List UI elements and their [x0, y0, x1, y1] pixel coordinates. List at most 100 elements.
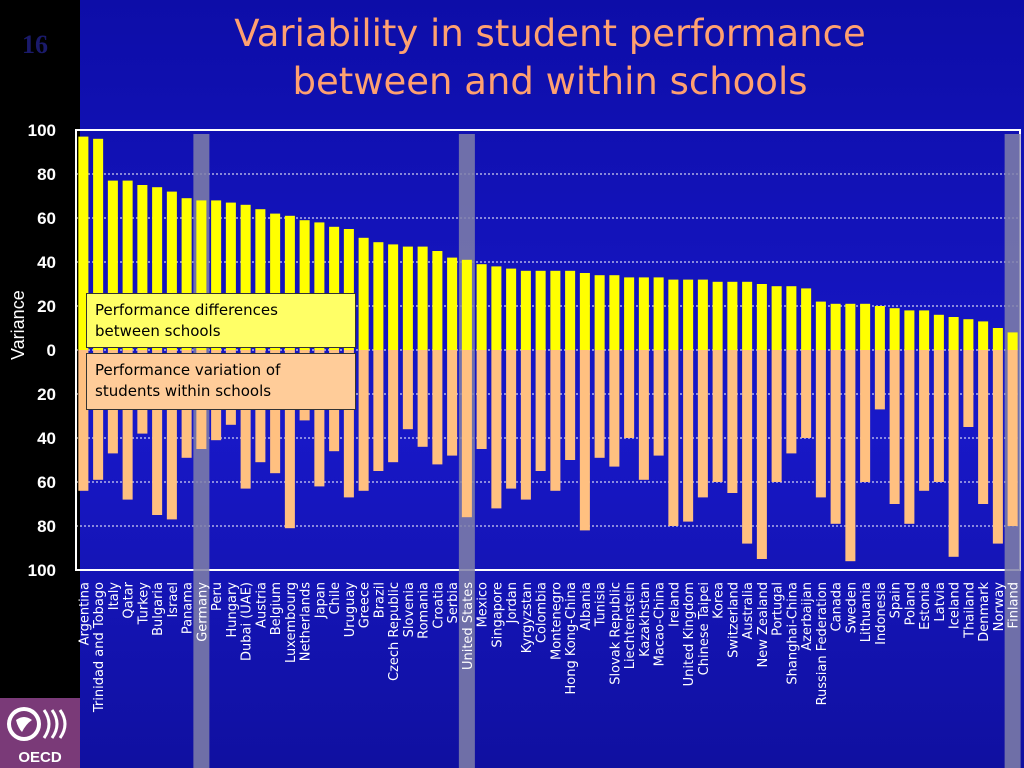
bar-within: [978, 350, 989, 504]
x-tick-label: Croatia: [431, 582, 446, 629]
x-tick-label: Albania: [579, 582, 594, 631]
bar-within: [520, 350, 531, 500]
bar-between: [992, 328, 1003, 350]
bar-within: [122, 350, 133, 500]
bar-within: [874, 350, 885, 410]
x-tick-label: Hungary: [225, 582, 240, 638]
bar-within: [653, 350, 664, 456]
x-tick-label: Qatar: [122, 581, 137, 618]
x-tick-label: Peru: [210, 582, 225, 611]
bar-between: [358, 237, 369, 350]
bar-within: [78, 350, 89, 491]
bar-within: [506, 350, 517, 489]
bar-between: [506, 268, 517, 350]
bar-within: [845, 350, 856, 562]
bar-between: [314, 222, 325, 350]
x-tick-label: Hong Kong-China: [564, 582, 579, 695]
bar-within: [948, 350, 959, 557]
bar-within: [1007, 350, 1018, 526]
bar-between: [771, 286, 782, 350]
bar-between: [830, 303, 841, 350]
bar-within: [358, 350, 369, 491]
x-tick-label: Dubai (UAE): [240, 582, 255, 661]
bar-within: [801, 350, 812, 438]
bar-within: [491, 350, 502, 509]
y-tick-label: 20: [37, 385, 56, 404]
bar-between: [756, 284, 767, 350]
bar-between: [624, 277, 635, 350]
bar-within: [727, 350, 738, 493]
x-tick-label: Montenegro: [549, 582, 564, 660]
y-tick-label: 60: [37, 209, 56, 228]
bar-between: [343, 229, 354, 350]
bar-within: [270, 350, 281, 474]
bar-within: [992, 350, 1003, 544]
bar-within: [284, 350, 295, 529]
bar-within: [535, 350, 546, 471]
x-tick-label: Shanghai-China: [785, 582, 800, 685]
x-tick-label: Macao-China: [653, 582, 668, 666]
x-tick-label: Tunisia: [594, 582, 609, 627]
x-tick-label: Slovak Republic: [608, 582, 623, 685]
x-tick-label: United Kingdom: [682, 582, 697, 686]
x-tick-label: Azerbaijan: [800, 582, 815, 651]
x-tick-label: Turkey: [136, 582, 151, 626]
bar-within: [609, 350, 620, 467]
bar-between: [904, 310, 915, 350]
bar-between: [697, 279, 708, 350]
bar-within: [683, 350, 694, 522]
x-tick-label: Slovenia: [402, 582, 417, 637]
x-tick-label: Chinese Taipei: [697, 582, 712, 675]
bar-between: [579, 273, 590, 350]
y-tick-label: 20: [37, 297, 56, 316]
bar-between: [461, 259, 472, 350]
y-tick-label: 80: [37, 517, 56, 536]
x-tick-label: Panama: [181, 582, 196, 634]
bar-between: [520, 270, 531, 350]
bar-within: [638, 350, 649, 480]
bar-within: [830, 350, 841, 524]
legend-between-schools-text: Performance differences between schools: [95, 301, 278, 340]
bar-between: [978, 321, 989, 350]
bar-between: [417, 246, 428, 350]
x-tick-label: Ireland: [667, 582, 682, 627]
bar-between: [845, 303, 856, 350]
bar-between: [594, 275, 605, 350]
bar-between: [550, 270, 561, 350]
bar-between: [196, 200, 207, 350]
bar-within: [550, 350, 561, 491]
x-tick-label: Austria: [254, 582, 269, 628]
bar-between: [166, 191, 177, 350]
x-tick-label: Liechtenstein: [623, 582, 638, 669]
y-tick-label: 60: [37, 473, 56, 492]
bar-between: [491, 266, 502, 350]
bar-between: [402, 246, 413, 350]
bar-between: [889, 308, 900, 350]
bar-within: [417, 350, 428, 447]
x-tick-label: Chile: [328, 582, 343, 615]
bar-within: [904, 350, 915, 524]
x-tick-label: Kyrgyzstan: [520, 582, 535, 653]
x-tick-label: Latvia: [933, 582, 948, 622]
bar-within: [93, 350, 104, 480]
bar-within: [860, 350, 871, 482]
x-tick-label: Denmark: [977, 582, 992, 642]
y-tick-label: 80: [37, 165, 56, 184]
bar-between: [432, 251, 443, 350]
bar-within: [432, 350, 443, 465]
bar-between: [329, 226, 340, 350]
bar-between: [284, 215, 295, 350]
bar-within: [476, 350, 487, 449]
y-tick-label: 40: [37, 429, 56, 448]
x-tick-label: Trinidad and Tobago: [92, 582, 107, 713]
oecd-globe-icon: [7, 707, 67, 741]
bar-within: [771, 350, 782, 482]
bar-between: [299, 220, 310, 350]
bar-within: [668, 350, 679, 526]
y-tick-label: 0: [47, 341, 56, 360]
bar-between: [712, 281, 723, 350]
x-tick-label: Russian Federation: [815, 582, 830, 705]
bar-between: [181, 198, 192, 350]
bar-within: [461, 350, 472, 518]
slide-number: 16: [22, 30, 48, 59]
